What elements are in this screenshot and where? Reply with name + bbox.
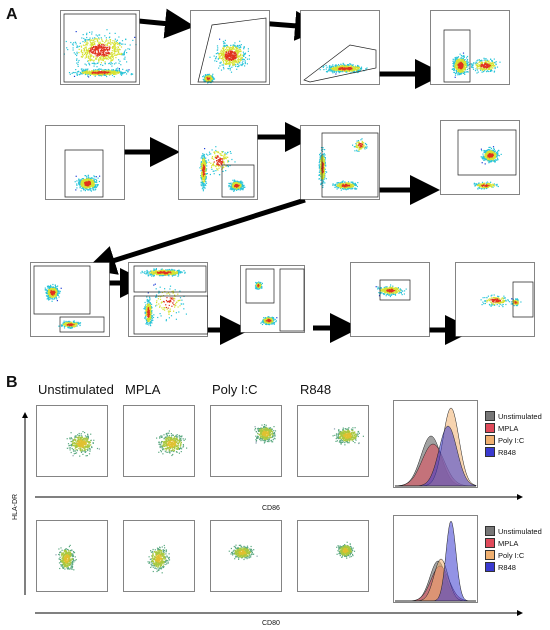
scatter-plot	[60, 10, 140, 85]
cd86-scatter-0	[36, 405, 108, 477]
gate-outline	[64, 149, 104, 198]
gate-outline	[379, 279, 411, 301]
plot-cd19-hladr	[440, 120, 520, 195]
histogram-curve	[395, 520, 476, 602]
gate-outline	[443, 29, 471, 83]
cd86-scatter-1	[123, 405, 195, 477]
gate-outline	[279, 268, 305, 332]
plot-cd19-cd11c	[300, 125, 380, 200]
scatter-plot	[178, 125, 258, 200]
condition-polyic: Poly I:C	[212, 382, 258, 397]
plot-time-ssch	[60, 10, 140, 85]
scatter-plot	[300, 10, 380, 85]
panel-b-axes	[22, 412, 523, 616]
plot-fsca-ssca	[190, 10, 270, 85]
legend-cd80: Unstimulated MPLA Poly I:C R848	[485, 525, 542, 573]
plot-cd1c-hladr	[350, 262, 430, 337]
scatter-plot	[440, 120, 520, 195]
gate-outline	[197, 17, 267, 83]
gate-outline	[59, 316, 105, 333]
scatter-plot	[240, 265, 305, 333]
cd80-scatter-3	[297, 520, 369, 592]
gate-outline	[303, 44, 377, 83]
condition-unstimulated: Unstimulated	[38, 382, 114, 397]
plot-cd11c-cd123	[240, 265, 305, 333]
scatter-plot	[297, 520, 369, 592]
scatter-plot	[123, 520, 195, 592]
legend-item: Poly I:C	[485, 549, 542, 561]
gate-outline	[245, 268, 275, 304]
gate-outline	[133, 265, 207, 293]
legend-item: Poly I:C	[485, 434, 542, 446]
condition-r848: R848	[300, 382, 332, 397]
panel-b-cd86-label: CD86	[262, 505, 280, 512]
gate-outline	[321, 132, 379, 198]
legend-item: Unstimulated	[485, 410, 542, 422]
plot-fsca-fsch	[300, 10, 380, 85]
gate-outline	[512, 281, 534, 318]
cd86-histogram	[393, 400, 478, 488]
scatter-plot	[210, 405, 282, 477]
plot-cd56-hladr	[30, 262, 110, 337]
scatter-plot	[30, 262, 110, 337]
scatter-plot	[45, 125, 125, 200]
scatter-plot	[36, 520, 108, 592]
legend-item: MPLA	[485, 422, 542, 434]
scatter-plot	[300, 125, 380, 200]
condition-mpla: MPLA	[125, 382, 161, 397]
cd80-scatter-2	[210, 520, 282, 592]
scatter-plot	[190, 10, 270, 85]
panel-a-letter: A	[6, 6, 18, 23]
gate-outline	[221, 164, 255, 198]
gate-outline	[63, 13, 137, 83]
legend-cd86: Unstimulated MPLA Poly I:C R848	[485, 410, 542, 458]
scatter-plot	[128, 262, 208, 337]
gate-outline	[457, 129, 517, 176]
scatter-plot	[123, 405, 195, 477]
scatter-plot	[350, 262, 430, 337]
panel-b-letter: B	[6, 374, 18, 391]
plot-cd16-cd14	[128, 262, 208, 337]
cd80-scatter-1	[123, 520, 195, 592]
scatter-plot	[210, 520, 282, 592]
legend-item: R848	[485, 446, 542, 458]
panel-b-cd80-label: CD80	[262, 620, 280, 627]
gate-outline	[133, 295, 208, 335]
scatter-plot	[297, 405, 369, 477]
legend-item: R848	[485, 561, 542, 573]
scatter-plot	[430, 10, 510, 85]
cd86-scatter-2	[210, 405, 282, 477]
plot-cd3-cd11c	[178, 125, 258, 200]
plot-cd141-hladr	[455, 262, 535, 337]
gate-outline	[33, 265, 91, 315]
scatter-plot	[455, 262, 535, 337]
cd80-histogram	[393, 515, 478, 603]
histogram-curve	[395, 425, 477, 487]
legend-item: MPLA	[485, 537, 542, 549]
legend-item: Unstimulated	[485, 525, 542, 537]
plot-livedead-fsca-2	[45, 125, 125, 200]
cd86-scatter-3	[297, 405, 369, 477]
plot-livedead-fsca	[430, 10, 510, 85]
cd80-scatter-0	[36, 520, 108, 592]
arrow-7	[85, 197, 306, 275]
scatter-plot	[36, 405, 108, 477]
